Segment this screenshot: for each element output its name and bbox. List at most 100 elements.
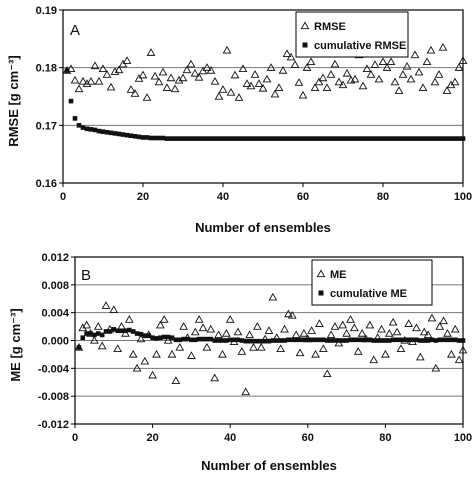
data-point-square bbox=[176, 136, 182, 141]
data-point-square bbox=[127, 327, 132, 333]
data-point-triangle bbox=[163, 335, 173, 344]
data-point-square bbox=[142, 333, 148, 338]
data-point-triangle bbox=[109, 305, 119, 314]
data-point-square bbox=[396, 136, 402, 141]
data-point-triangle bbox=[388, 317, 398, 326]
data-point-square bbox=[313, 337, 318, 343]
data-point-triangle bbox=[198, 323, 208, 332]
data-point-square bbox=[402, 337, 408, 343]
data-point-square bbox=[107, 329, 113, 334]
data-point-triangle bbox=[439, 316, 448, 325]
data-point-square bbox=[128, 133, 134, 139]
data-point-triangle bbox=[90, 61, 100, 70]
data-point-triangle bbox=[450, 324, 460, 333]
data-point-square bbox=[367, 337, 373, 343]
data-point-triangle bbox=[338, 80, 348, 89]
data-point-triangle bbox=[138, 70, 148, 79]
data-point-square bbox=[95, 331, 101, 336]
data-point-triangle bbox=[252, 322, 262, 330]
data-point-triangle bbox=[245, 330, 254, 339]
data-point-square bbox=[224, 338, 229, 343]
data-point-triangle bbox=[338, 320, 348, 329]
data-point-square bbox=[76, 123, 82, 128]
data-point-triangle bbox=[276, 344, 286, 352]
data-point-square bbox=[368, 136, 374, 141]
data-point-triangle bbox=[386, 57, 396, 66]
data-point-triangle bbox=[369, 355, 379, 364]
data-point-square bbox=[158, 335, 163, 341]
data-point-triangle bbox=[140, 356, 150, 365]
data-point-square bbox=[123, 328, 128, 334]
data-point-square bbox=[317, 337, 322, 343]
data-point-triangle bbox=[98, 64, 108, 72]
legend-label: cumulative RMSE bbox=[314, 40, 406, 52]
data-point-triangle bbox=[268, 292, 278, 301]
data-point-square bbox=[136, 134, 142, 140]
data-point-triangle bbox=[238, 64, 248, 72]
data-point-triangle bbox=[382, 63, 392, 71]
data-point-square bbox=[76, 345, 82, 350]
data-point-triangle bbox=[458, 345, 468, 354]
data-point-square bbox=[204, 136, 210, 141]
x-tick-label: 20 bbox=[146, 432, 158, 444]
data-point-triangle bbox=[126, 85, 136, 93]
data-point-triangle bbox=[357, 329, 367, 337]
data-point-triangle bbox=[121, 329, 130, 337]
data-point-square bbox=[212, 136, 218, 141]
data-point-square bbox=[116, 131, 122, 137]
data-point-triangle bbox=[106, 82, 116, 91]
data-point-square bbox=[220, 338, 225, 343]
x-tick-label: 20 bbox=[137, 191, 149, 203]
data-point-square bbox=[371, 338, 377, 343]
data-point-square bbox=[432, 136, 438, 141]
data-point-square bbox=[278, 338, 283, 343]
data-point-triangle bbox=[434, 70, 444, 78]
data-point-square bbox=[308, 136, 314, 141]
data-point-triangle bbox=[415, 352, 425, 361]
data-point-square bbox=[386, 338, 392, 343]
data-point-square bbox=[392, 136, 398, 141]
data-point-triangle bbox=[378, 57, 388, 66]
data-point-triangle bbox=[430, 77, 440, 86]
data-point-square bbox=[460, 338, 466, 343]
data-point-square bbox=[124, 132, 130, 138]
data-point-triangle bbox=[158, 67, 168, 76]
data-point-square bbox=[289, 337, 295, 343]
data-point-triangle bbox=[284, 309, 293, 318]
legend-label: cumulative ME bbox=[330, 288, 407, 300]
data-point-square bbox=[144, 135, 150, 140]
data-point-square bbox=[224, 136, 230, 141]
data-point-triangle bbox=[249, 342, 258, 351]
data-point-triangle bbox=[70, 75, 80, 84]
data-point-square bbox=[96, 128, 102, 134]
data-point-square bbox=[421, 338, 427, 343]
data-point-triangle bbox=[214, 91, 224, 100]
data-point-triangle bbox=[426, 45, 436, 54]
data-point-square bbox=[274, 338, 280, 343]
x-tick-label: 0 bbox=[72, 432, 78, 444]
panel-b: -0.012 -0.008 -0.004 0.000 0.004 0.008 0.012 0 2… bbox=[8, 252, 472, 473]
data-point-square bbox=[258, 338, 264, 344]
data-point-square bbox=[414, 337, 419, 343]
y-tick-label: 0.16 bbox=[36, 178, 57, 190]
data-point-triangle bbox=[167, 349, 177, 358]
data-point-square bbox=[252, 136, 258, 141]
data-point-triangle bbox=[294, 78, 304, 86]
y-tick-label: -0.012 bbox=[38, 419, 69, 431]
data-point-square bbox=[297, 337, 303, 343]
data-point-square bbox=[408, 136, 414, 141]
data-point-triangle bbox=[278, 66, 288, 74]
data-point-square bbox=[184, 136, 190, 141]
data-point-triangle bbox=[322, 83, 332, 92]
data-point-triangle bbox=[410, 50, 420, 59]
data-point-triangle bbox=[418, 83, 428, 92]
data-point-triangle bbox=[287, 310, 297, 319]
data-point-square bbox=[156, 135, 162, 141]
x-tick-label: 40 bbox=[217, 191, 229, 203]
data-point-square bbox=[312, 136, 318, 141]
data-point-square bbox=[264, 136, 270, 141]
data-point-triangle bbox=[311, 349, 320, 358]
data-point-square bbox=[296, 136, 302, 141]
data-point-square bbox=[390, 337, 396, 343]
data-point-square bbox=[400, 136, 406, 141]
